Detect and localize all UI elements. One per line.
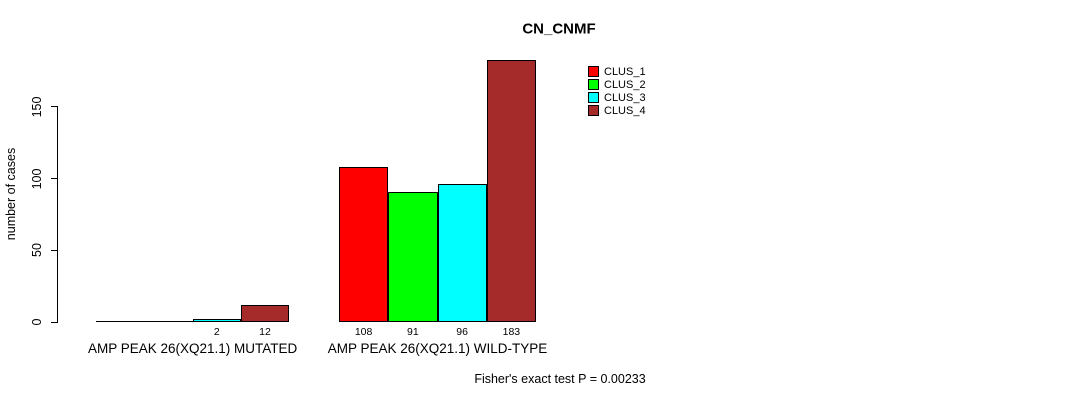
bar-clus_1 [339,167,389,322]
y-axis-tick-label: 50 [30,243,44,258]
fisher-test-annotation: Fisher's exact test P = 0.00233 [474,372,646,386]
bar-clus_4 [240,304,290,322]
bar-value-label: 91 [407,326,419,338]
bar-clus_3 [192,319,241,322]
bar-value-label: 2 [213,326,220,338]
y-axis-tick-label: 150 [30,96,44,118]
y-axis-tick [51,178,58,180]
legend-label-clus_3: CLUS_3 [604,91,646,104]
legend-swatch-clus_2 [588,79,599,90]
x-axis-group-label: AMP PEAK 26(XQ21.1) WILD-TYPE [327,341,548,356]
y-axis-tick [51,249,58,251]
legend-label-clus_2: CLUS_2 [604,78,646,91]
bar-clus_4 [486,59,537,322]
bar-value-label: 12 [259,326,271,338]
legend-swatch-clus_1 [588,66,599,77]
legend-label-clus_1: CLUS_1 [604,65,646,78]
bar-clus_3 [437,184,487,322]
legend-swatch-clus_4 [588,105,599,116]
y-axis-tick [51,106,58,108]
bar-value-label: 96 [456,326,468,338]
chart-title: CN_CNMF [522,20,596,38]
x-axis-group-label: AMP PEAK 26(XQ21.1) MUTATED [87,341,298,356]
y-axis-tick-label: 100 [30,168,44,190]
bar-value-label: 183 [502,326,521,338]
y-axis-line [57,106,58,322]
y-axis-tick-label: 0 [30,318,44,326]
bar-clus_2-zero [144,321,193,322]
y-axis-label: number of cases [4,147,18,241]
bar-clus_2 [388,191,438,322]
legend-swatch-clus_3 [588,92,599,103]
y-axis-tick [51,321,58,323]
bar-value-label: 108 [354,326,373,338]
bar-clus_1-zero [96,321,145,322]
legend-label-clus_4: CLUS_4 [604,104,646,117]
